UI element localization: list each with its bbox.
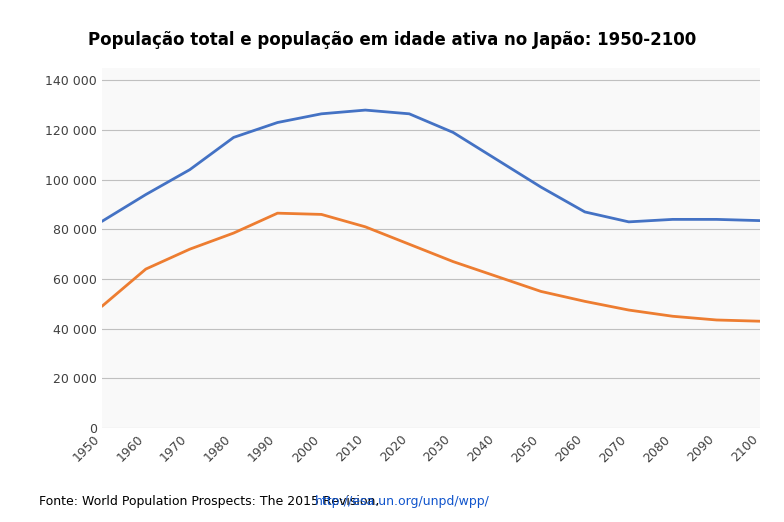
Text: Fonte: World Population Prospects: The 2015 Revision,: Fonte: World Population Prospects: The 2…: [39, 495, 383, 508]
FancyBboxPatch shape: [89, 61, 774, 435]
Text: População total e população em idade ativa no Japão: 1950-2100: População total e população em idade ati…: [88, 31, 696, 49]
Text: http://esa.un.org/unpd/wpp/: http://esa.un.org/unpd/wpp/: [314, 495, 489, 508]
